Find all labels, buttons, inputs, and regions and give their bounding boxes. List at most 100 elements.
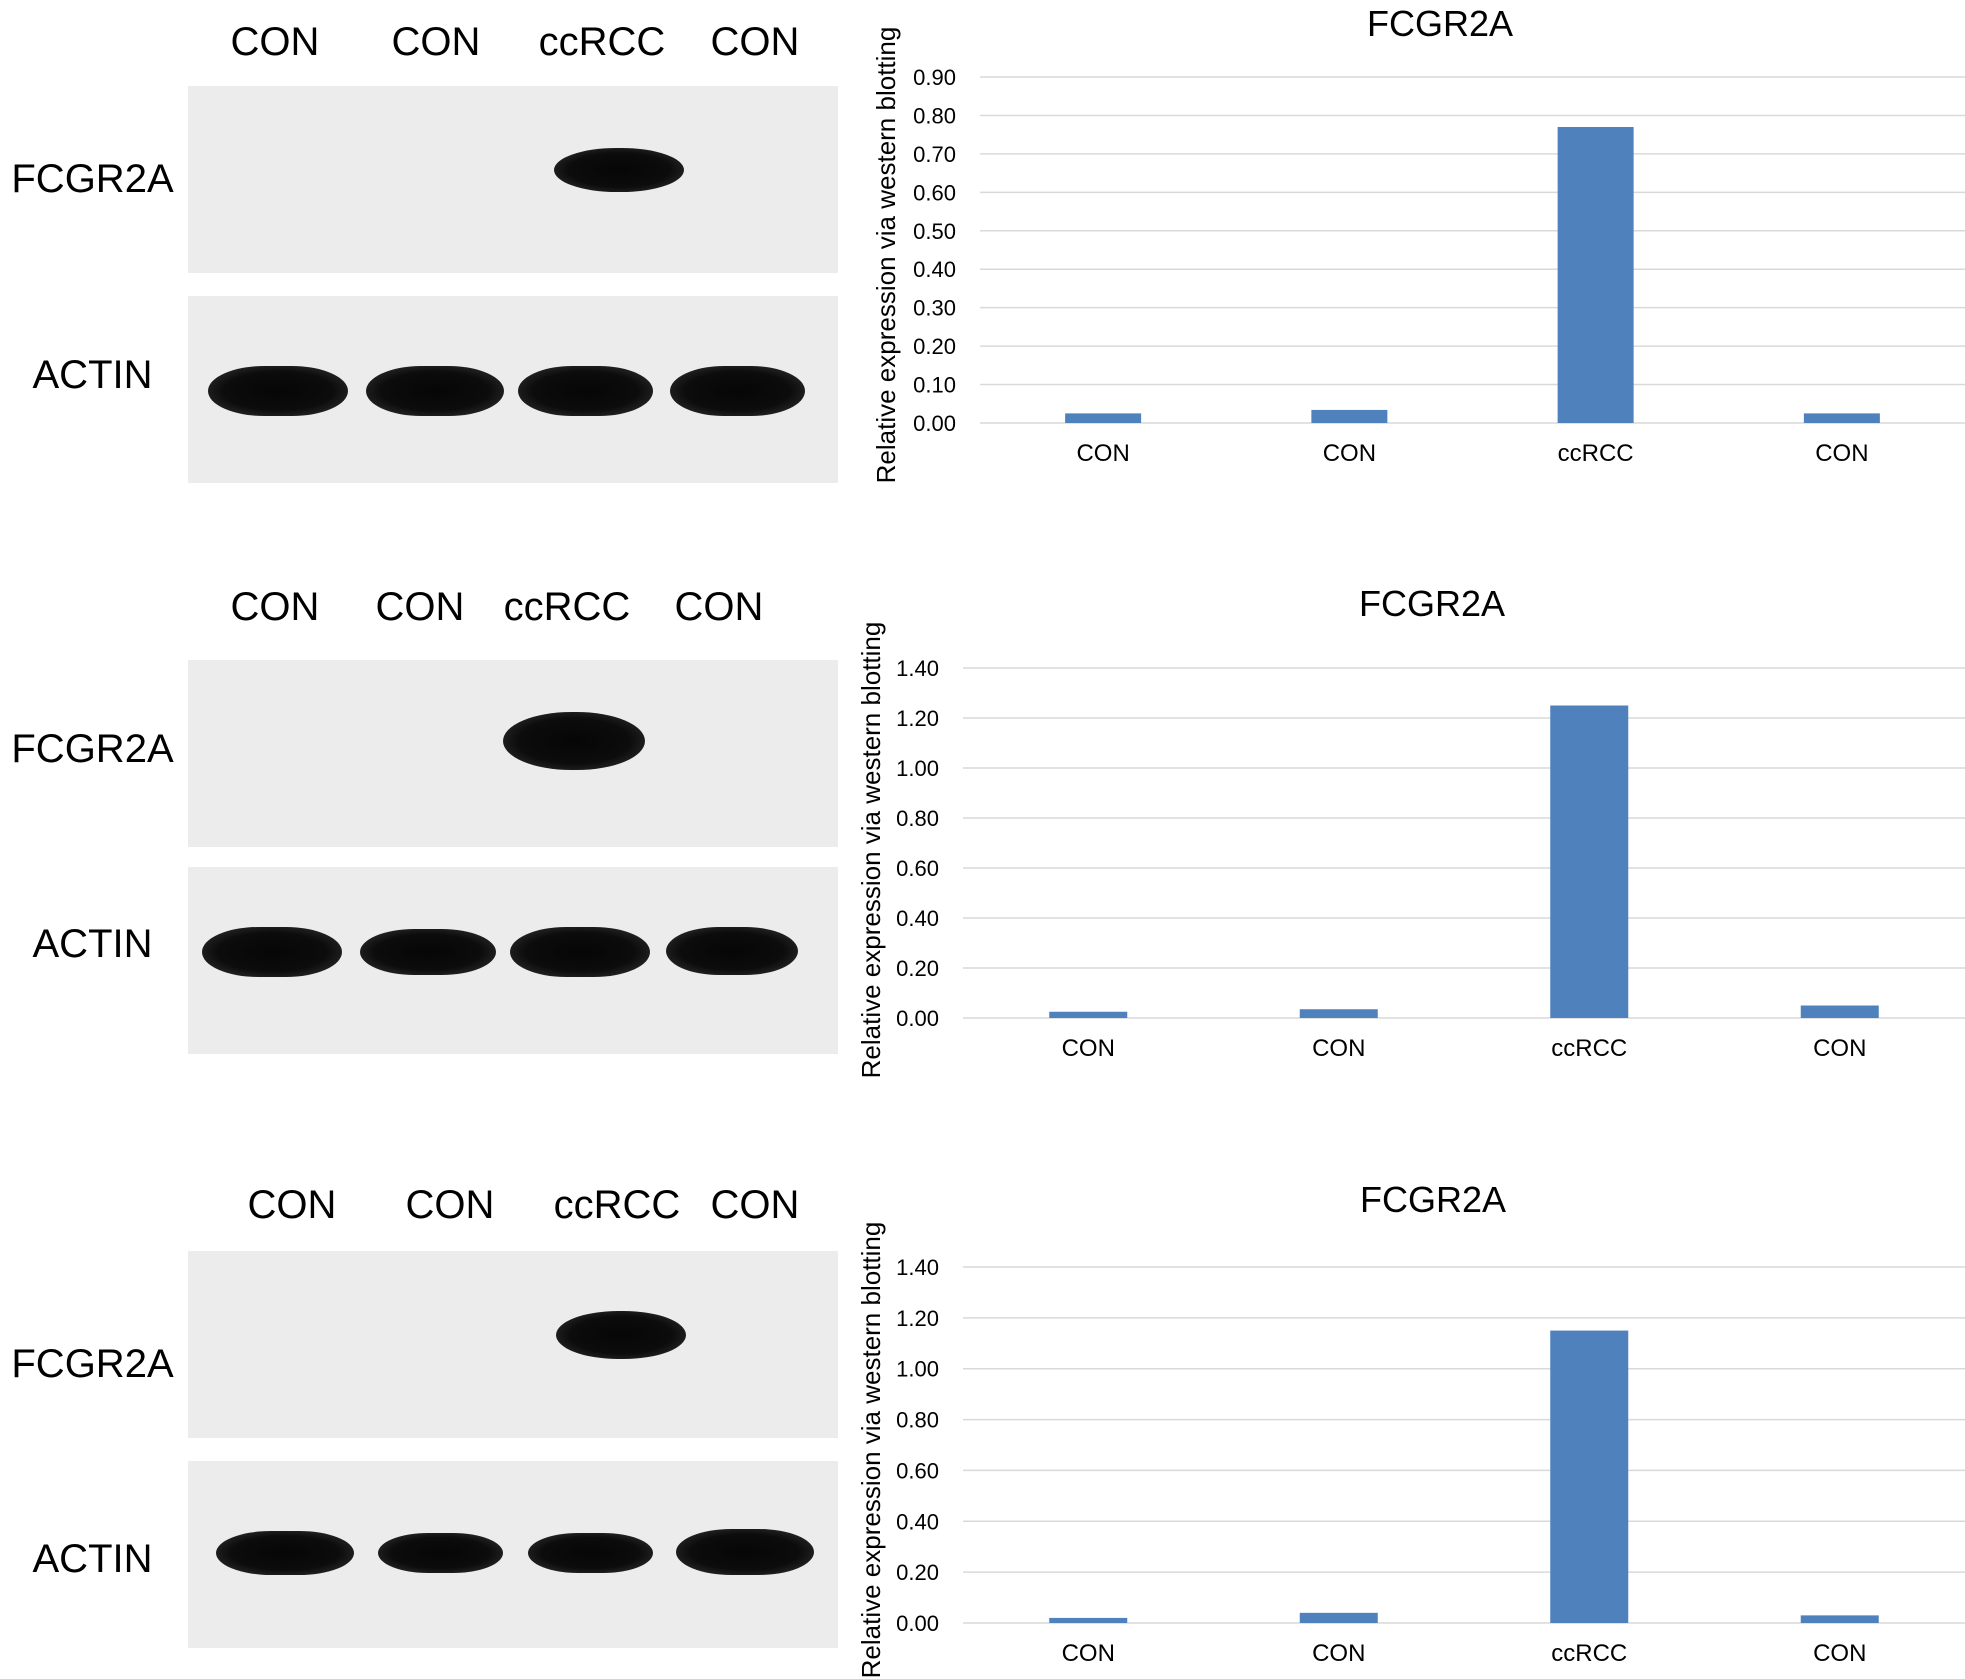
blot-strip-actin	[188, 867, 838, 1054]
y-tick-label: 1.20	[896, 706, 939, 731]
x-tick-label: CON	[1813, 1035, 1866, 1062]
blot-band	[202, 927, 342, 977]
blot-strip-target	[188, 1251, 838, 1438]
lane-label-2: CON	[375, 585, 465, 629]
y-tick-label: 0.10	[913, 373, 956, 398]
blot-band	[518, 366, 653, 416]
blot-band	[556, 1311, 686, 1359]
blot-row-label-target: FCGR2A	[11, 1342, 174, 1386]
y-tick-label: 0.00	[896, 1611, 939, 1636]
blot-band	[503, 712, 645, 770]
y-tick-label: 0.80	[913, 103, 956, 128]
y-tick-label: 0.40	[896, 1509, 939, 1534]
x-tick-label: CON	[1323, 440, 1376, 467]
y-tick-label: 0.40	[896, 906, 939, 931]
blot-band	[528, 1533, 653, 1573]
y-axis-label: Relative expression via western blotting	[856, 1222, 886, 1679]
bar	[1311, 409, 1388, 423]
blot-band	[360, 929, 496, 975]
y-tick-label: 0.20	[913, 334, 956, 359]
bar	[1049, 1617, 1128, 1623]
blot-strip-target	[188, 660, 838, 847]
bar	[1803, 413, 1880, 423]
y-tick-label: 0.80	[896, 806, 939, 831]
lane-label-2: CON	[405, 1183, 495, 1227]
y-tick-label: 0.20	[896, 956, 939, 981]
x-tick-label: ccRCC	[1558, 440, 1634, 467]
chart-title: FCGR2A	[1360, 1179, 1506, 1220]
y-tick-label: 0.50	[913, 219, 956, 244]
y-tick-label: 1.00	[896, 756, 939, 781]
blot-band	[676, 1529, 814, 1575]
bar-chart-2: FCGR2A Relative expression via western b…	[856, 583, 1965, 1079]
figure-panel-3: CON CON ccRCC CON FCGR2A ACTIN FCGR2A Re…	[0, 1165, 1965, 1679]
y-tick-label: 0.80	[896, 1408, 939, 1433]
x-tick-label: CON	[1062, 1035, 1115, 1062]
x-tick-label: CON	[1062, 1640, 1115, 1667]
blot-band	[670, 366, 805, 416]
bar	[1299, 1009, 1378, 1018]
blot-band	[510, 927, 650, 977]
blot-band	[366, 366, 504, 416]
blot-row-label-target: FCGR2A	[11, 157, 174, 201]
blot-row-label-target: FCGR2A	[11, 727, 174, 771]
lane-label-3: ccRCC	[503, 585, 631, 629]
blot-band	[554, 148, 684, 192]
bar	[1800, 1615, 1879, 1623]
x-tick-label: CON	[1076, 440, 1129, 467]
lane-label-1: CON	[230, 585, 320, 629]
y-tick-label: 0.70	[913, 142, 956, 167]
blot-strip-actin	[188, 296, 838, 483]
blot-band	[216, 1531, 354, 1575]
chart-title: FCGR2A	[1359, 583, 1505, 624]
blot-band	[378, 1533, 503, 1573]
bar	[1550, 1330, 1629, 1623]
y-tick-label: 0.90	[913, 65, 956, 90]
blot-row-label-actin: ACTIN	[32, 1537, 153, 1581]
lane-label-1: CON	[230, 20, 320, 64]
x-tick-label: CON	[1312, 1640, 1365, 1667]
lane-label-4: CON	[674, 585, 764, 629]
bar	[1049, 1011, 1128, 1018]
y-tick-label: 0.00	[896, 1006, 939, 1031]
y-tick-label: 1.00	[896, 1357, 939, 1382]
y-tick-label: 1.20	[896, 1306, 939, 1331]
y-tick-label: 0.20	[896, 1560, 939, 1585]
y-tick-label: 0.40	[913, 257, 956, 282]
blot-band	[666, 927, 798, 975]
bar	[1299, 1612, 1378, 1623]
bar	[1550, 705, 1629, 1018]
y-tick-label: 1.40	[896, 656, 939, 681]
lane-label-4: CON	[710, 20, 800, 64]
blot-strip-target	[188, 86, 838, 273]
bar-chart-1: FCGR2A Relative expression via western b…	[871, 3, 1965, 484]
blot-band	[208, 366, 348, 416]
blot-strip-actin	[188, 1461, 838, 1648]
figure-panel-1: CON CON ccRCC CON FCGR2A ACTIN FCGR2A Re…	[0, 0, 1965, 500]
x-tick-label: ccRCC	[1551, 1640, 1627, 1667]
chart-title: FCGR2A	[1367, 3, 1513, 44]
x-tick-label: CON	[1813, 1640, 1866, 1667]
y-tick-label: 0.30	[913, 296, 956, 321]
lane-label-3: ccRCC	[538, 20, 666, 64]
bar	[1557, 126, 1634, 423]
x-tick-label: CON	[1312, 1035, 1365, 1062]
figure-panel-2: CON CON ccRCC CON FCGR2A ACTIN FCGR2A Re…	[0, 570, 1965, 1090]
y-axis-label: Relative expression via western blotting	[856, 622, 886, 1079]
y-tick-label: 1.40	[896, 1255, 939, 1280]
bar	[1800, 1005, 1879, 1018]
blot-row-label-actin: ACTIN	[32, 353, 153, 397]
lane-label-3: ccRCC	[553, 1183, 681, 1227]
x-tick-label: CON	[1815, 440, 1868, 467]
y-tick-label: 0.60	[896, 856, 939, 881]
lane-label-4: CON	[710, 1183, 800, 1227]
blot-row-label-actin: ACTIN	[32, 922, 153, 966]
lane-label-2: CON	[391, 20, 481, 64]
bar-chart-3: FCGR2A Relative expression via western b…	[856, 1179, 1965, 1679]
y-axis-label: Relative expression via western blotting	[871, 27, 901, 484]
y-tick-label: 0.60	[913, 180, 956, 205]
y-tick-label: 0.00	[913, 411, 956, 436]
bar	[1065, 413, 1142, 423]
x-tick-label: ccRCC	[1551, 1035, 1627, 1062]
lane-label-1: CON	[247, 1183, 337, 1227]
